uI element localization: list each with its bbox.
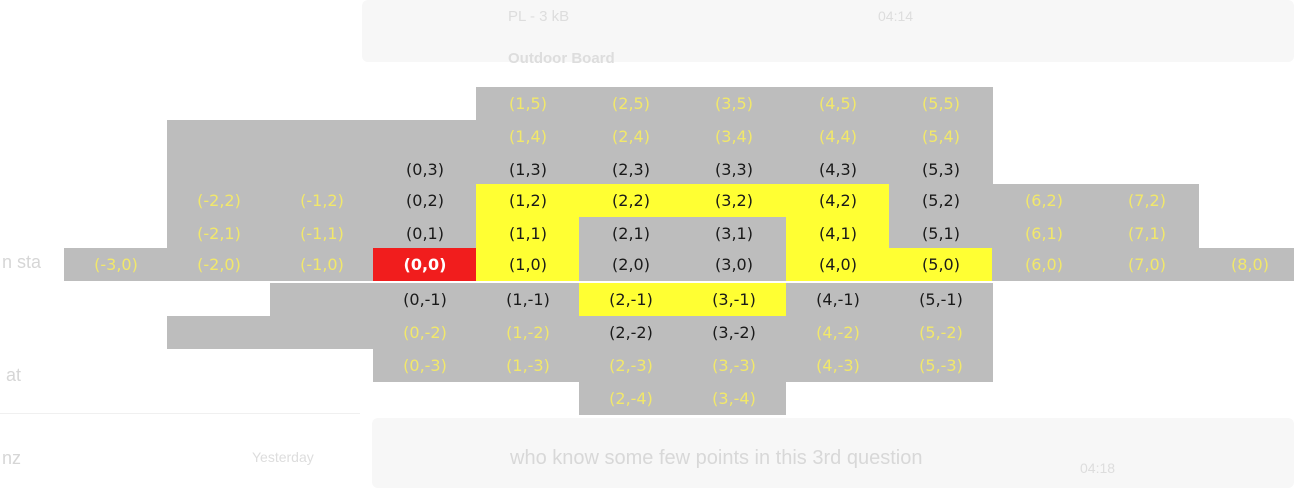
grid-cell: (4,3) <box>786 153 890 186</box>
grid-cell: (6,1) <box>992 217 1096 250</box>
grid-cell: (8,0) <box>1198 248 1294 281</box>
grid-cell: (3,-1) <box>682 283 786 316</box>
grid-cell: (3,-2) <box>682 316 786 349</box>
background-message-card <box>362 0 1294 62</box>
grid-cell: (4,2) <box>786 184 890 217</box>
grid-cell: (7,1) <box>1095 217 1199 250</box>
grid-cell: (6,2) <box>992 184 1096 217</box>
grid-cell: (5,3) <box>889 153 993 186</box>
grid-cell: (1,4) <box>476 120 580 153</box>
grid-cell-empty <box>167 316 271 349</box>
grid-cell: (5,5) <box>889 87 993 120</box>
grid-cell: (-1,0) <box>270 248 374 281</box>
grid-cell: (5,-2) <box>889 316 993 349</box>
grid-cell: (3,-3) <box>682 349 786 382</box>
grid-cell: (2,-1) <box>579 283 683 316</box>
grid-cell: (0,-3) <box>373 349 477 382</box>
grid-cell-empty <box>167 120 271 153</box>
background-message-time: 04:18 <box>1080 460 1116 476</box>
grid-cell: (4,-3) <box>786 349 890 382</box>
grid-cell: (1,-2) <box>476 316 580 349</box>
background-caption: Outdoor Board <box>508 50 615 67</box>
grid-cell: (5,0) <box>889 248 993 281</box>
grid-cell: (2,5) <box>579 87 683 120</box>
grid-cell: (1,5) <box>476 87 580 120</box>
grid-cell: (-2,2) <box>167 184 271 217</box>
grid-cell: (0,0) <box>373 248 477 281</box>
grid-cell-empty <box>373 120 477 153</box>
grid-cell: (3,4) <box>682 120 786 153</box>
grid-cell: (2,2) <box>579 184 683 217</box>
grid-cell: (2,-3) <box>579 349 683 382</box>
grid-cell: (2,4) <box>579 120 683 153</box>
background-time: 04:14 <box>878 8 914 24</box>
background-message-card-2 <box>372 418 1294 488</box>
background-chat-title-1: n sta <box>2 252 42 272</box>
grid-cell: (3,0) <box>682 248 786 281</box>
grid-cell: (1,-3) <box>476 349 580 382</box>
grid-cell: (1,-1) <box>476 283 580 316</box>
grid-cell-empty <box>167 153 271 186</box>
grid-cell: (0,-2) <box>373 316 477 349</box>
grid-cell-empty <box>270 316 374 349</box>
grid-cell: (7,2) <box>1095 184 1199 217</box>
grid-cell: (4,4) <box>786 120 890 153</box>
grid-cell: (4,0) <box>786 248 890 281</box>
grid-cell: (7,0) <box>1095 248 1199 281</box>
background-message-text: who know some few points in this 3rd que… <box>510 447 923 469</box>
grid-cell: (1,1) <box>476 217 580 250</box>
grid-cell-empty <box>270 283 374 316</box>
grid-cell-empty <box>270 153 374 186</box>
grid-cell: (6,0) <box>992 248 1096 281</box>
grid-cell: (1,0) <box>476 248 580 281</box>
grid-cell: (3,5) <box>682 87 786 120</box>
grid-cell: (-1,1) <box>270 217 374 250</box>
grid-cell: (0,-1) <box>373 283 477 316</box>
grid-cell: (5,1) <box>889 217 993 250</box>
grid-cell: (2,3) <box>579 153 683 186</box>
grid-cell: (4,5) <box>786 87 890 120</box>
grid-cell: (1,2) <box>476 184 580 217</box>
grid-cell: (2,1) <box>579 217 683 250</box>
grid-cell: (3,1) <box>682 217 786 250</box>
grid-cell: (-1,2) <box>270 184 374 217</box>
grid-cell-empty <box>270 120 374 153</box>
grid-cell: (2,0) <box>579 248 683 281</box>
grid-cell: (2,-4) <box>579 382 683 415</box>
background-chat-title-2: at <box>6 365 22 385</box>
grid-cell: (3,3) <box>682 153 786 186</box>
grid-cell: (0,1) <box>373 217 477 250</box>
grid-cell: (4,1) <box>786 217 890 250</box>
background-chat-title-3: nz <box>2 448 22 468</box>
grid-cell: (1,3) <box>476 153 580 186</box>
grid-cell: (5,4) <box>889 120 993 153</box>
grid-cell: (5,2) <box>889 184 993 217</box>
background-divider <box>0 413 360 414</box>
grid-cell: (2,-2) <box>579 316 683 349</box>
grid-cell: (-2,0) <box>167 248 271 281</box>
grid-cell: (5,-1) <box>889 283 993 316</box>
grid-cell: (3,-4) <box>682 382 786 415</box>
grid-cell: (4,-1) <box>786 283 890 316</box>
grid-cell: (5,-3) <box>889 349 993 382</box>
background-file-label: PL - 3 kB <box>508 8 570 25</box>
grid-cell: (-2,1) <box>167 217 271 250</box>
grid-cell: (3,2) <box>682 184 786 217</box>
grid-cell: (0,3) <box>373 153 477 186</box>
grid-cell: (0,2) <box>373 184 477 217</box>
background-chat-day: Yesterday <box>252 449 314 465</box>
grid-cell: (-3,0) <box>64 248 168 281</box>
grid-cell: (4,-2) <box>786 316 890 349</box>
